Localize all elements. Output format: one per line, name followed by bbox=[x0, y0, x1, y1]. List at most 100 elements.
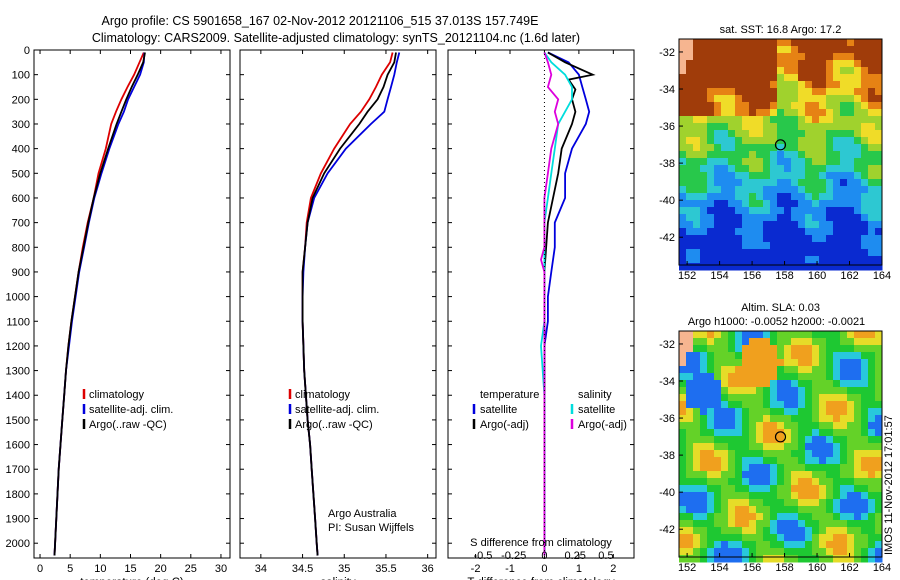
map-cell bbox=[798, 541, 806, 549]
map-cell bbox=[854, 422, 862, 430]
map-cell bbox=[861, 88, 869, 96]
map-subtitle: Argo h1000: -0.0052 h2000: -0.0021 bbox=[688, 316, 865, 328]
map-cell bbox=[749, 158, 757, 166]
map-cell bbox=[686, 527, 694, 535]
map-cell bbox=[749, 214, 757, 222]
map-cell bbox=[791, 263, 799, 271]
map-cell bbox=[742, 541, 750, 549]
map-cell bbox=[791, 214, 799, 222]
map-cell bbox=[679, 193, 687, 201]
map-cell bbox=[763, 95, 771, 103]
map-cell bbox=[805, 464, 813, 472]
map-cell bbox=[791, 331, 799, 339]
map-cell bbox=[840, 401, 848, 409]
map-cell bbox=[784, 338, 792, 346]
s-tick-label: -0.25 bbox=[501, 550, 526, 562]
map-cell bbox=[742, 366, 750, 374]
map-cell bbox=[784, 242, 792, 250]
map-cell bbox=[742, 102, 750, 110]
map-cell bbox=[693, 506, 701, 514]
map-cell bbox=[826, 144, 834, 152]
map-cell bbox=[826, 130, 834, 138]
map-cell bbox=[707, 256, 715, 264]
map-cell bbox=[798, 520, 806, 528]
map-cell bbox=[728, 67, 736, 75]
map-cell bbox=[784, 464, 792, 472]
map-cell bbox=[805, 179, 813, 187]
map-cell bbox=[847, 95, 855, 103]
map-cell bbox=[847, 401, 855, 409]
map-cell bbox=[875, 429, 883, 437]
map-cell bbox=[819, 116, 827, 124]
map-cell bbox=[847, 373, 855, 381]
map-cell bbox=[700, 548, 708, 556]
map-cell bbox=[770, 499, 778, 507]
map-cell bbox=[721, 172, 729, 180]
map-cell bbox=[875, 408, 883, 416]
map-cell bbox=[861, 527, 869, 535]
map-cell bbox=[819, 373, 827, 381]
map-cell bbox=[861, 471, 869, 479]
map-cell bbox=[847, 443, 855, 451]
map-cell bbox=[798, 172, 806, 180]
map-cell bbox=[805, 53, 813, 61]
map-cell bbox=[819, 422, 827, 430]
map-cell bbox=[742, 214, 750, 222]
map-cell bbox=[784, 88, 792, 96]
map-cell bbox=[826, 394, 834, 402]
map-cell bbox=[784, 436, 792, 444]
map-cell bbox=[784, 263, 792, 271]
map-cell bbox=[854, 450, 862, 458]
map-cell bbox=[679, 67, 687, 75]
map-cell bbox=[714, 352, 722, 360]
map-cell bbox=[833, 102, 841, 110]
map-cell bbox=[700, 394, 708, 402]
map-cell bbox=[847, 331, 855, 339]
map-cell bbox=[875, 359, 883, 367]
map-cell bbox=[861, 415, 869, 423]
map-cell bbox=[875, 95, 883, 103]
map-cell bbox=[749, 352, 757, 360]
map-cell bbox=[777, 109, 785, 117]
map-cell bbox=[763, 457, 771, 465]
map-cell bbox=[728, 221, 736, 229]
map-cell bbox=[805, 88, 813, 96]
map-cell bbox=[798, 137, 806, 145]
map-cell bbox=[735, 88, 743, 96]
map-cell bbox=[721, 450, 729, 458]
map-cell bbox=[826, 95, 834, 103]
map-cell bbox=[679, 235, 687, 243]
map-cell bbox=[847, 345, 855, 353]
map-cell bbox=[819, 249, 827, 257]
map-cell bbox=[700, 485, 708, 493]
map-cell bbox=[798, 338, 806, 346]
map-cell bbox=[714, 172, 722, 180]
map-cell bbox=[875, 158, 883, 166]
map-cell bbox=[805, 81, 813, 89]
map-cell bbox=[791, 53, 799, 61]
map-cell bbox=[686, 380, 694, 388]
map-cell bbox=[861, 186, 869, 194]
map-cell bbox=[805, 429, 813, 437]
map-cell bbox=[784, 359, 792, 367]
map-cell bbox=[770, 67, 778, 75]
map-cell bbox=[763, 506, 771, 514]
map-cell bbox=[756, 408, 764, 416]
map-cell bbox=[686, 443, 694, 451]
map-cell bbox=[679, 123, 687, 131]
map-cell bbox=[868, 338, 876, 346]
map-cell bbox=[826, 256, 834, 264]
map-cell bbox=[847, 186, 855, 194]
map-cell bbox=[840, 352, 848, 360]
map-cell bbox=[819, 450, 827, 458]
map-cell bbox=[749, 499, 757, 507]
map-cell bbox=[721, 422, 729, 430]
map-cell bbox=[763, 492, 771, 500]
map-cell bbox=[686, 331, 694, 339]
map-cell bbox=[679, 53, 687, 61]
map-cell bbox=[833, 256, 841, 264]
map-cell bbox=[777, 228, 785, 236]
map-cell bbox=[700, 436, 708, 444]
map-cell bbox=[749, 422, 757, 430]
map-cell bbox=[770, 387, 778, 395]
